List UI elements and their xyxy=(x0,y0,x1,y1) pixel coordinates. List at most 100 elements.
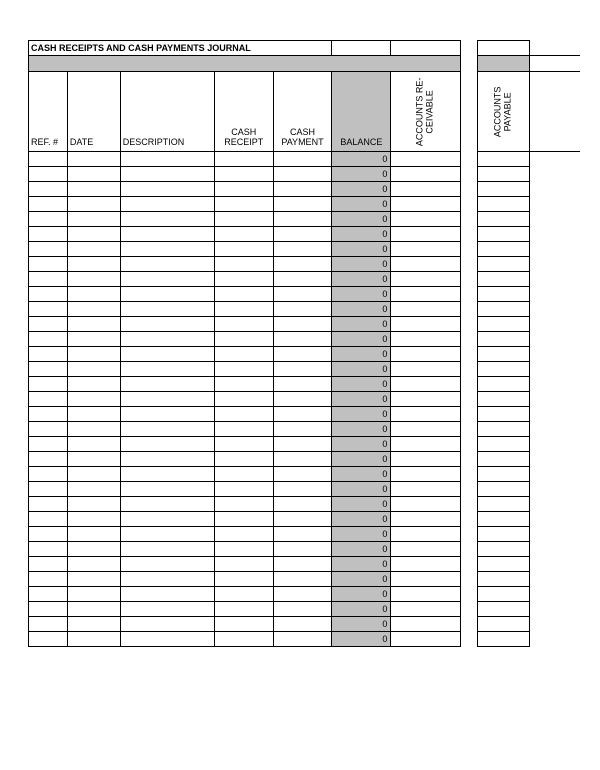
cell-gap xyxy=(460,587,477,602)
cell-accounts-receivable xyxy=(391,437,461,452)
cell-balance: 0 xyxy=(332,197,391,212)
cell-gap xyxy=(460,557,477,572)
cell-cash-receipt xyxy=(215,422,273,437)
cell-rest xyxy=(529,572,580,587)
cell-date xyxy=(67,167,120,182)
cell-accounts-receivable xyxy=(391,377,461,392)
header-accounts-payable: ACCOUNTSPAYABLE xyxy=(478,72,530,152)
cell-balance: 0 xyxy=(332,182,391,197)
cell-rest xyxy=(529,362,580,377)
cell-date xyxy=(67,212,120,227)
cell-cash-payment xyxy=(273,482,332,497)
table-row: 0 xyxy=(29,212,581,227)
cell-accounts-payable xyxy=(478,392,530,407)
table-row: 0 xyxy=(29,362,581,377)
table-row: 0 xyxy=(29,167,581,182)
table-row: 0 xyxy=(29,602,581,617)
cell-rest xyxy=(529,227,580,242)
cell-cash-receipt xyxy=(215,407,273,422)
cell-accounts-receivable xyxy=(391,212,461,227)
cell-description xyxy=(120,617,214,632)
cell-balance: 0 xyxy=(332,242,391,257)
cell-description xyxy=(120,347,214,362)
cell-accounts-receivable xyxy=(391,182,461,197)
cell-cash-receipt xyxy=(215,377,273,392)
cell-ref xyxy=(29,332,68,347)
cell-gap xyxy=(460,257,477,272)
cell-ref xyxy=(29,182,68,197)
cell-date xyxy=(67,152,120,167)
cell-gap xyxy=(460,512,477,527)
cell-ref xyxy=(29,257,68,272)
cell-cash-receipt xyxy=(215,167,273,182)
cell-cash-payment xyxy=(273,587,332,602)
title-row: CASH RECEIPTS AND CASH PAYMENTS JOURNAL xyxy=(29,41,581,56)
cell-accounts-receivable xyxy=(391,392,461,407)
cell-description xyxy=(120,632,214,647)
cell-description xyxy=(120,152,214,167)
cell-description xyxy=(120,257,214,272)
cell-accounts-payable xyxy=(478,302,530,317)
cell-accounts-payable xyxy=(478,467,530,482)
cell-accounts-payable xyxy=(478,587,530,602)
cell-rest xyxy=(529,407,580,422)
cell-date xyxy=(67,242,120,257)
cell-ref xyxy=(29,197,68,212)
table-row: 0 xyxy=(29,182,581,197)
cell-gap xyxy=(460,227,477,242)
cell-gap xyxy=(460,347,477,362)
cell-rest xyxy=(529,257,580,272)
header-row: REF. # DATE DESCRIPTION CASH RECEIPT CAS… xyxy=(29,72,581,152)
cell-date xyxy=(67,557,120,572)
cell-accounts-receivable xyxy=(391,512,461,527)
cell-description xyxy=(120,227,214,242)
cell-balance: 0 xyxy=(332,497,391,512)
cell-accounts-receivable xyxy=(391,257,461,272)
cell-accounts-payable xyxy=(478,497,530,512)
cell-gap xyxy=(460,362,477,377)
table-row: 0 xyxy=(29,452,581,467)
cell-gap xyxy=(460,212,477,227)
cell-accounts-payable xyxy=(478,557,530,572)
table-row: 0 xyxy=(29,527,581,542)
cell-cash-payment xyxy=(273,497,332,512)
cell-ref xyxy=(29,422,68,437)
cell-rest xyxy=(529,482,580,497)
cell-gap xyxy=(460,272,477,287)
cell-ref xyxy=(29,452,68,467)
cell-accounts-receivable xyxy=(391,287,461,302)
cell-accounts-payable xyxy=(478,572,530,587)
cell-date xyxy=(67,542,120,557)
cell-cash-payment xyxy=(273,512,332,527)
cell-accounts-receivable xyxy=(391,167,461,182)
cell-balance: 0 xyxy=(332,587,391,602)
cell-cash-receipt xyxy=(215,152,273,167)
cell-balance: 0 xyxy=(332,527,391,542)
cell-ref xyxy=(29,227,68,242)
cell-ref xyxy=(29,557,68,572)
cell-balance: 0 xyxy=(332,467,391,482)
table-row: 0 xyxy=(29,332,581,347)
cell-cash-payment xyxy=(273,227,332,242)
cell-rest xyxy=(529,602,580,617)
cell-cash-receipt xyxy=(215,557,273,572)
cell-accounts-payable xyxy=(478,542,530,557)
cell-balance: 0 xyxy=(332,287,391,302)
table-row: 0 xyxy=(29,347,581,362)
table-row: 0 xyxy=(29,467,581,482)
header-cash-payment: CASH PAYMENT xyxy=(273,72,332,152)
cell-accounts-receivable xyxy=(391,407,461,422)
cell-ref xyxy=(29,392,68,407)
cell-date xyxy=(67,377,120,392)
cell-description xyxy=(120,317,214,332)
table-row: 0 xyxy=(29,572,581,587)
cell-ref xyxy=(29,377,68,392)
cell-cash-payment xyxy=(273,197,332,212)
cell-balance: 0 xyxy=(332,302,391,317)
cell-accounts-payable xyxy=(478,227,530,242)
table-row: 0 xyxy=(29,632,581,647)
cell-accounts-payable xyxy=(478,332,530,347)
cell-cash-payment xyxy=(273,407,332,422)
cell-ref xyxy=(29,437,68,452)
header-balance: BALANCE xyxy=(332,72,391,152)
